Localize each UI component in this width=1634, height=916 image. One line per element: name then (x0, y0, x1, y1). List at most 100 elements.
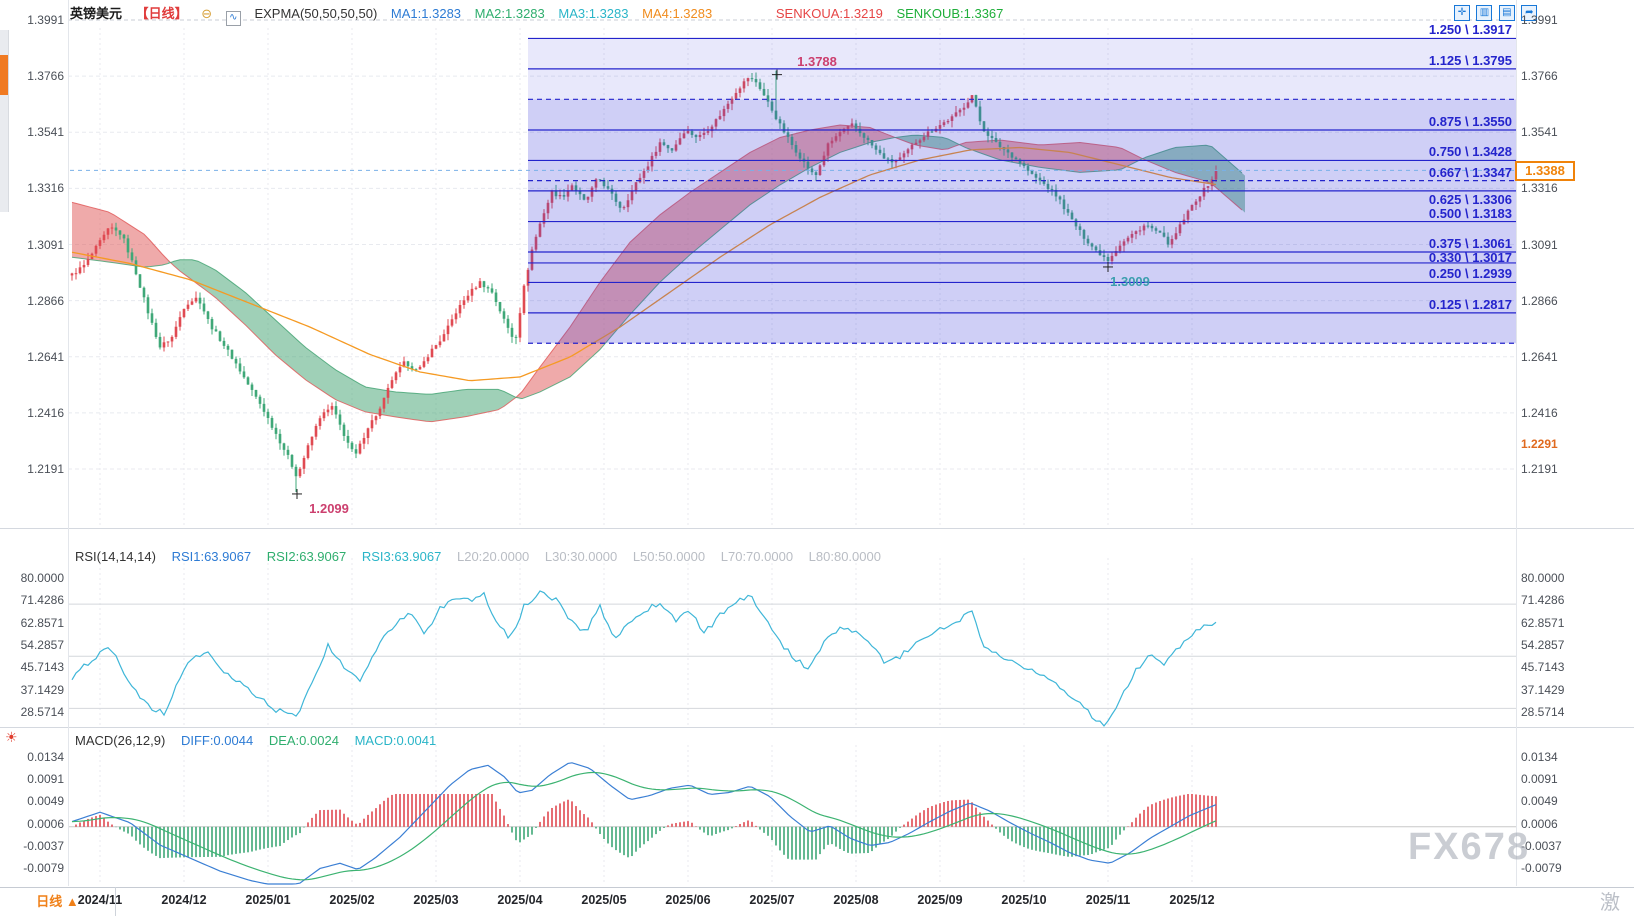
rsi-tick-label-right: 45.7143 (1521, 660, 1565, 675)
period-arrow-icon: ▲ (65, 894, 79, 909)
fib-level-label: 0.250 \ 1.2939 (1428, 266, 1512, 282)
macd-tick-label-left: -0.0037 (23, 839, 64, 854)
macd-value: MACD:0.0041 (354, 733, 437, 748)
rsi-tick-label-right: 62.8571 (1521, 615, 1565, 630)
exit-icon[interactable]: ➦ (1521, 5, 1538, 21)
ma3-value: MA3:1.3283 (558, 6, 629, 21)
macd-tick-label-left: -0.0079 (23, 860, 64, 875)
rsi-tick-label-left: 28.5714 (20, 705, 64, 720)
date-label: 2025/07 (749, 893, 795, 907)
rsi-l20: L20:20.0000 (456, 549, 530, 564)
period-label: 日线 (36, 894, 63, 909)
senkoua-value: SENKOUA:1.3219 (775, 6, 883, 21)
macd-tick-label-left: 0.0091 (27, 772, 64, 787)
rsi-l70: L70:70.0000 (720, 549, 794, 564)
panel-icon[interactable]: ▤ (1498, 5, 1515, 21)
date-label: 2025/02 (329, 893, 375, 907)
move-icon[interactable]: ✛ (1454, 5, 1470, 21)
macd-tick-label-right: 0.0134 (1521, 750, 1558, 764)
price-tick-label-right: 1.3316 (1521, 181, 1558, 196)
price-tick-label-left: 1.2866 (27, 293, 64, 308)
fib-level-label: 0.750 \ 1.3428 (1428, 144, 1512, 160)
date-label: 2024/11 (77, 893, 123, 907)
rsi-tick-label-right: 28.5714 (1521, 705, 1565, 720)
fib-level-label: 1.250 \ 1.3917 (1428, 22, 1512, 38)
price-tick-label-left: 1.2641 (27, 349, 64, 364)
left-scrollbar-track[interactable] (0, 30, 8, 212)
price-tick-label-left: 1.3991 (27, 13, 64, 27)
macd-tick-label-right: 0.0006 (1521, 816, 1558, 831)
date-label: 2025/05 (581, 893, 627, 907)
macd-header: MACD(26,12,9) DIFF:0.0044 DEA:0.0024 MAC… (75, 733, 448, 748)
date-label: 2025/12 (1169, 893, 1215, 907)
rsi-tick-label-right: 54.2857 (1521, 638, 1565, 653)
rsi-l80: L80:80.0000 (808, 549, 881, 564)
time-axis (0, 887, 1634, 916)
date-label: 2025/10 (1001, 893, 1047, 907)
scale-icon[interactable]: ▥ (1476, 5, 1493, 21)
rsi-l30: L30:30.0000 (544, 549, 618, 564)
date-label: 2025/08 (833, 893, 879, 907)
rsi-tick-label-right: 71.4286 (1521, 593, 1565, 608)
macd-tick-label-left: 0.0006 (27, 816, 64, 831)
price-tick-label-left: 1.3091 (27, 237, 64, 252)
macd-name: MACD(26,12,9) (75, 733, 166, 748)
watermark-cn: 激 (1600, 892, 1620, 914)
indicator-settings-icon[interactable]: ☀ (5, 729, 18, 745)
date-label: 2025/04 (497, 893, 543, 907)
rsi-name: RSI(14,14,14) (75, 549, 156, 564)
collapse-icon[interactable]: ⊖ (201, 6, 213, 21)
price-tick-label-right: 1.3766 (1521, 69, 1558, 84)
fib-level-label: 0.375 \ 1.3061 (1428, 235, 1512, 251)
fib-level-label: 0.667 \ 1.3347 (1428, 164, 1512, 180)
current-price-box: 1.3388 (1515, 161, 1575, 182)
price-tick-label-left: 1.2416 (27, 405, 64, 420)
price-tick-label-left: 1.3766 (27, 69, 64, 84)
high-price-annotation: 1.3788 (797, 53, 837, 69)
recent-low-annotation: 1.3009 (1110, 273, 1150, 289)
fib-level-label: 0.625 \ 1.3306 (1428, 191, 1512, 207)
ma1-value: MA1:1.3283 (390, 6, 462, 21)
rsi-tick-label-left: 71.4286 (20, 593, 64, 608)
left-scrollbar-thumb[interactable] (0, 55, 8, 95)
price-tick-label-right: 1.3991 (1521, 13, 1558, 27)
period-selector[interactable]: 日线 ▲ (0, 887, 116, 916)
macd-tick-label-right: 0.0091 (1521, 772, 1558, 787)
indicator-icon[interactable]: ∿ (225, 11, 241, 26)
rsi1-value: RSI1:63.9067 (171, 549, 252, 564)
price-tick-label-left: 1.3541 (27, 125, 64, 140)
dea-value: DEA:0.0024 (268, 733, 339, 748)
macd-tick-label-left: 0.0134 (27, 750, 64, 764)
macd-tick-label-right: -0.0079 (1521, 860, 1562, 875)
date-label: 2025/01 (245, 893, 291, 907)
rsi-tick-label-left: 54.2857 (20, 638, 64, 653)
rsi-tick-label-left: 62.8571 (20, 615, 64, 630)
price-tick-label-right: 1.2416 (1521, 405, 1558, 420)
ma2-value: MA2:1.3283 (474, 6, 545, 21)
date-label: 2024/12 (161, 893, 207, 907)
date-label: 2025/03 (413, 893, 459, 907)
main-chart-header: 英镑美元 【日线】 ⊖ ∿ EXPMA(50,50,50,50) MA1:1.3… (70, 3, 1013, 26)
rsi-tick-label-right: 37.1429 (1521, 682, 1565, 697)
date-label: 2025/09 (917, 893, 963, 907)
price-tick-label-right: 1.2866 (1521, 293, 1558, 308)
rsi-l50: L50:50.0000 (632, 549, 706, 564)
rsi2-value: RSI2:63.9067 (266, 549, 347, 564)
price-tick-label-left: 1.2191 (27, 462, 64, 476)
fib-level-label: 0.330 \ 1.3017 (1428, 249, 1512, 265)
date-label: 2025/11 (1085, 893, 1131, 907)
senkoub-value: SENKOUB:1.3367 (896, 6, 1004, 21)
extra-right-price-label: 1.2291 (1521, 437, 1558, 452)
fib-level-label: 0.875 \ 1.3550 (1428, 114, 1512, 129)
rsi3-value: RSI3:63.9067 (361, 549, 442, 564)
price-tick-label-right: 1.3541 (1521, 125, 1558, 140)
rsi-tick-label-left: 37.1429 (20, 682, 64, 697)
rsi-tick-label-left: 80.0000 (20, 571, 64, 585)
price-tick-label-right: 1.2641 (1521, 349, 1558, 364)
fib-level-label: 0.125 \ 1.2817 (1428, 296, 1512, 312)
diff-value: DIFF:0.0044 (180, 733, 254, 748)
period-tag: 【日线】 (135, 6, 188, 21)
symbol-title: 英镑美元 (70, 6, 123, 21)
